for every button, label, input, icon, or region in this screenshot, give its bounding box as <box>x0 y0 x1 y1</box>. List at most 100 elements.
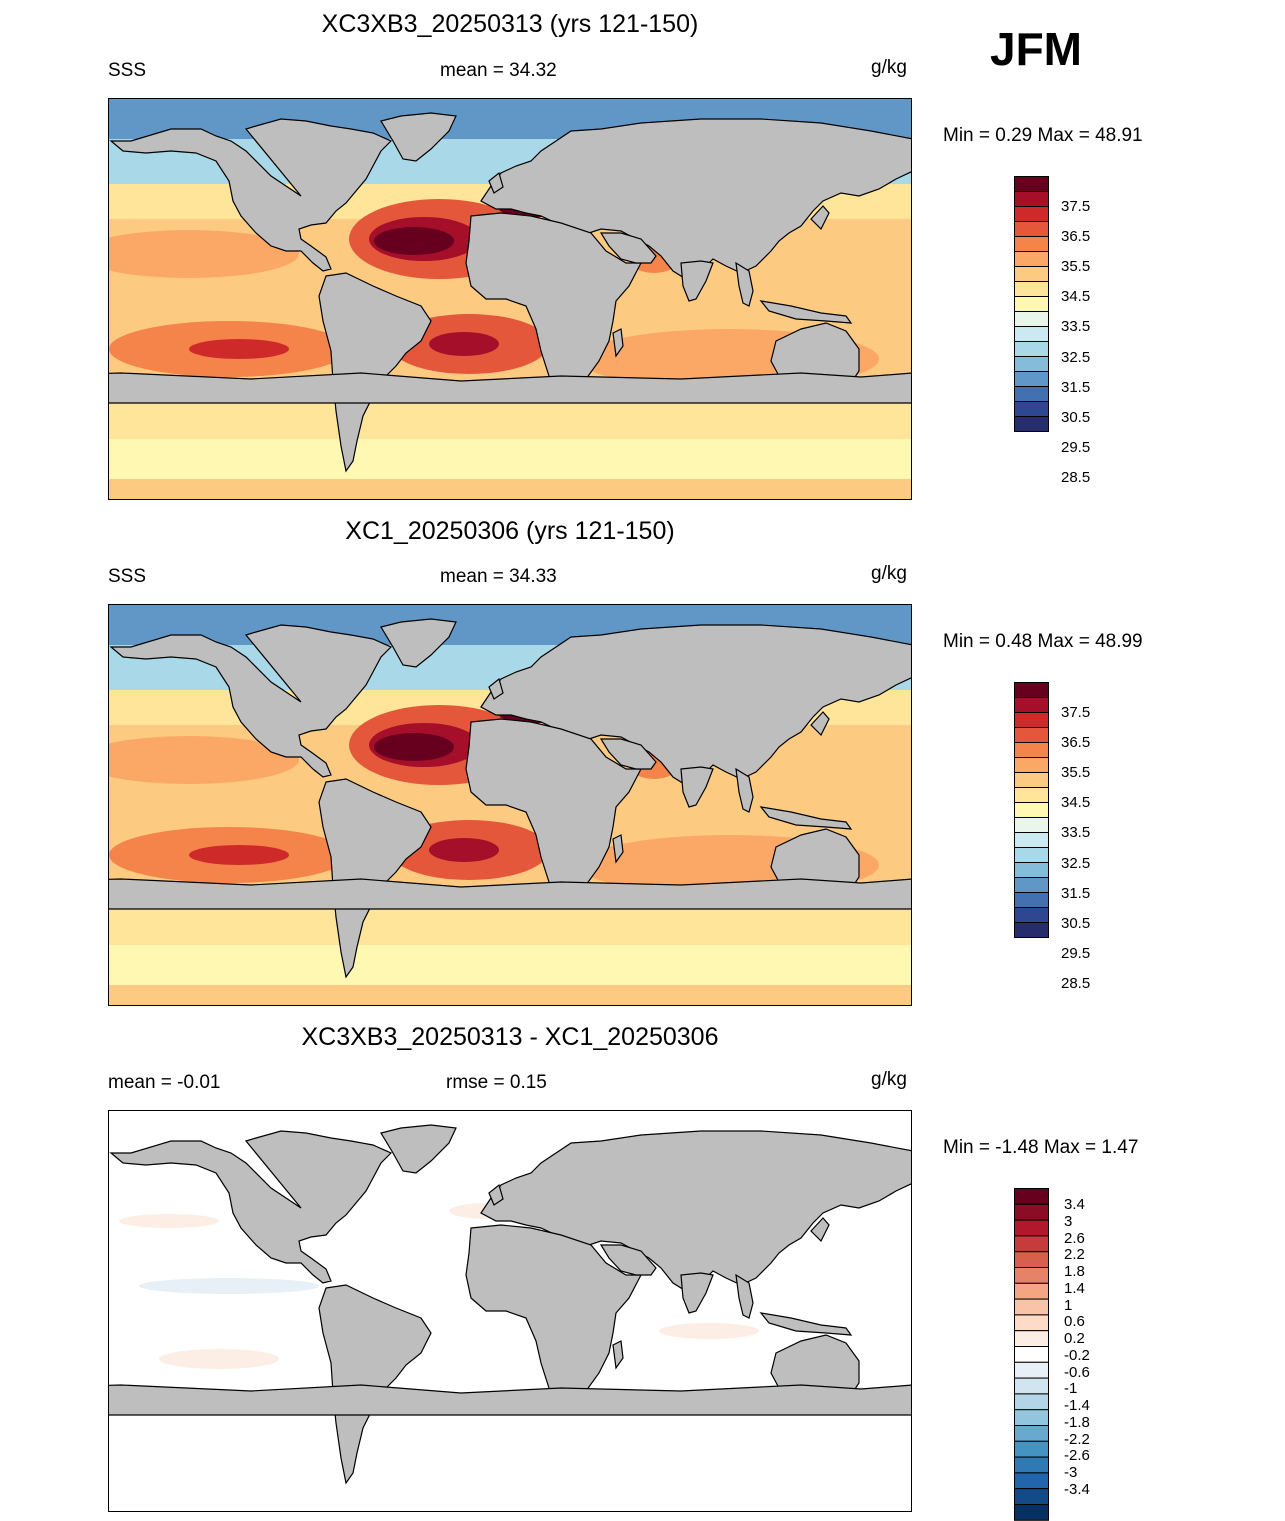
colorbar-tick-label: -1.8 <box>1064 1413 1090 1431</box>
north-atlantic-max <box>374 733 454 761</box>
land-mass <box>380 618 457 668</box>
panel3-map-svg <box>109 1111 911 1511</box>
land-mass <box>488 171 504 194</box>
land-mass <box>318 1284 432 1485</box>
colorbar-tick-label: -2.6 <box>1064 1447 1090 1465</box>
panel2-center-label: mean = 34.33 <box>440 566 557 587</box>
colorbar-tick-label: 35.5 <box>1061 258 1091 276</box>
colorbar-swatch <box>1014 787 1049 803</box>
colorbar-swatch <box>1014 1504 1049 1521</box>
colorbar-tick-label: 28.5 <box>1061 974 1091 992</box>
colorbar-tick-label: 31.5 <box>1061 884 1091 902</box>
colorbar-swatch <box>1014 1456 1049 1474</box>
land-mass <box>759 806 853 830</box>
colorbar-swatch <box>1014 1267 1049 1284</box>
colorbar-swatch <box>1014 206 1049 222</box>
land-mass <box>109 372 911 404</box>
panel3-map <box>108 1110 912 1512</box>
colorbar-tick-label: 2.2 <box>1064 1246 1085 1264</box>
panel2-map-svg <box>109 605 911 1005</box>
colorbar-swatch <box>1014 371 1049 387</box>
land-mass <box>380 1124 457 1174</box>
panel3-left-label: mean = -0.01 <box>108 1072 221 1093</box>
colorbar-tick-label: 32.5 <box>1061 348 1091 366</box>
colorbar-swatch <box>1014 176 1049 192</box>
colorbar-swatch <box>1014 697 1049 713</box>
land-mass <box>318 778 432 979</box>
panel1-units: g/kg <box>871 57 907 78</box>
panel1-map <box>108 98 912 500</box>
colorbar-swatch <box>1014 742 1049 758</box>
colorbar-tick-label: 30.5 <box>1061 408 1091 426</box>
colorbar-swatch <box>1014 266 1049 282</box>
colorbar-swatch <box>1014 1409 1049 1426</box>
land-mass <box>480 624 911 788</box>
colorbar-swatch <box>1014 386 1049 402</box>
colorbar-swatch <box>1014 1282 1049 1300</box>
land-mass <box>599 232 657 264</box>
panel3-center-label: rmse = 0.15 <box>446 1072 547 1093</box>
land-mass <box>680 766 714 808</box>
colorbar-swatch <box>1014 802 1049 818</box>
land-layer <box>109 112 911 473</box>
colorbar-swatch <box>1014 341 1049 357</box>
colorbar-swatch <box>1014 191 1049 207</box>
land-mass <box>735 1273 754 1319</box>
colorbar-swatch <box>1014 1440 1049 1458</box>
land-mass <box>612 1340 624 1370</box>
colorbar-swatch <box>1014 1203 1049 1221</box>
colorbar-tick-label: -1.4 <box>1064 1397 1090 1414</box>
colorbar-tick-label: 36.5 <box>1061 228 1091 246</box>
panel2-minmax: Min = 0.48 Max = 48.99 <box>943 631 1143 652</box>
south-pacific-max <box>189 339 289 359</box>
north-pacific-gyre <box>109 736 299 784</box>
land-mass <box>380 112 457 162</box>
southern-ocean-band <box>109 945 911 985</box>
land-mass <box>599 1244 657 1276</box>
positive-anomaly-patch <box>659 1323 759 1339</box>
colorbar-swatch <box>1014 416 1049 432</box>
colorbar-tick-label: 1.8 <box>1064 1263 1085 1280</box>
colorbar-tick-label: 37.5 <box>1061 704 1091 721</box>
land-mass <box>109 118 393 272</box>
colorbar-tick-label: 3.4 <box>1064 1196 1085 1213</box>
land-mass <box>612 328 624 358</box>
colorbar-swatch <box>1014 1298 1049 1316</box>
panel2-colorbar: 37.5 36.5 35.5 34.5 33.5 32.5 31.5 30.5 29.5 28.5 <box>1014 682 1090 992</box>
colorbar-swatch <box>1014 1377 1049 1395</box>
panel1-left-label: SSS <box>108 60 147 81</box>
land-mass <box>109 878 911 910</box>
panel2-map <box>108 604 912 1006</box>
negative-anomaly-patch <box>139 1278 319 1294</box>
land-mass <box>810 205 830 231</box>
colorbar-tick-label: 33.5 <box>1061 824 1091 842</box>
panel2-left-label: SSS <box>108 566 147 587</box>
colorbar-swatch <box>1014 892 1049 908</box>
panel3-minmax: Min = -1.48 Max = 1.47 <box>943 1137 1139 1158</box>
colorbar-svg <box>1014 1188 1049 1521</box>
colorbar-swatch <box>1014 877 1049 893</box>
colorbar-swatch <box>1014 311 1049 327</box>
colorbar-swatch <box>1014 817 1049 833</box>
land-mass <box>680 260 714 302</box>
land-mass <box>759 1312 853 1336</box>
colorbar-tick-label: -3 <box>1064 1464 1078 1481</box>
colorbar-swatch <box>1014 1330 1049 1347</box>
colorbar-swatch <box>1014 727 1049 743</box>
land-mass <box>810 1217 830 1243</box>
colorbar-swatch <box>1014 296 1049 312</box>
colorbar-tick-label: 37.5 <box>1061 198 1091 215</box>
southern-band <box>109 399 911 439</box>
colorbar-swatch <box>1014 1361 1049 1379</box>
colorbar-tick-label: 34.5 <box>1061 288 1091 306</box>
colorbar-swatch <box>1014 236 1049 252</box>
south-atlantic-max <box>429 838 499 862</box>
land-mass <box>465 718 642 900</box>
colorbar-swatch <box>1014 907 1049 923</box>
land-mass <box>735 767 754 813</box>
colorbar-tick-label: 29.5 <box>1061 438 1091 456</box>
colorbar-tick-label: 33.5 <box>1061 318 1091 336</box>
colorbar-svg <box>1014 682 1049 938</box>
colorbar-swatch <box>1014 1346 1049 1363</box>
colorbar-tick-label: 31.5 <box>1061 378 1091 396</box>
